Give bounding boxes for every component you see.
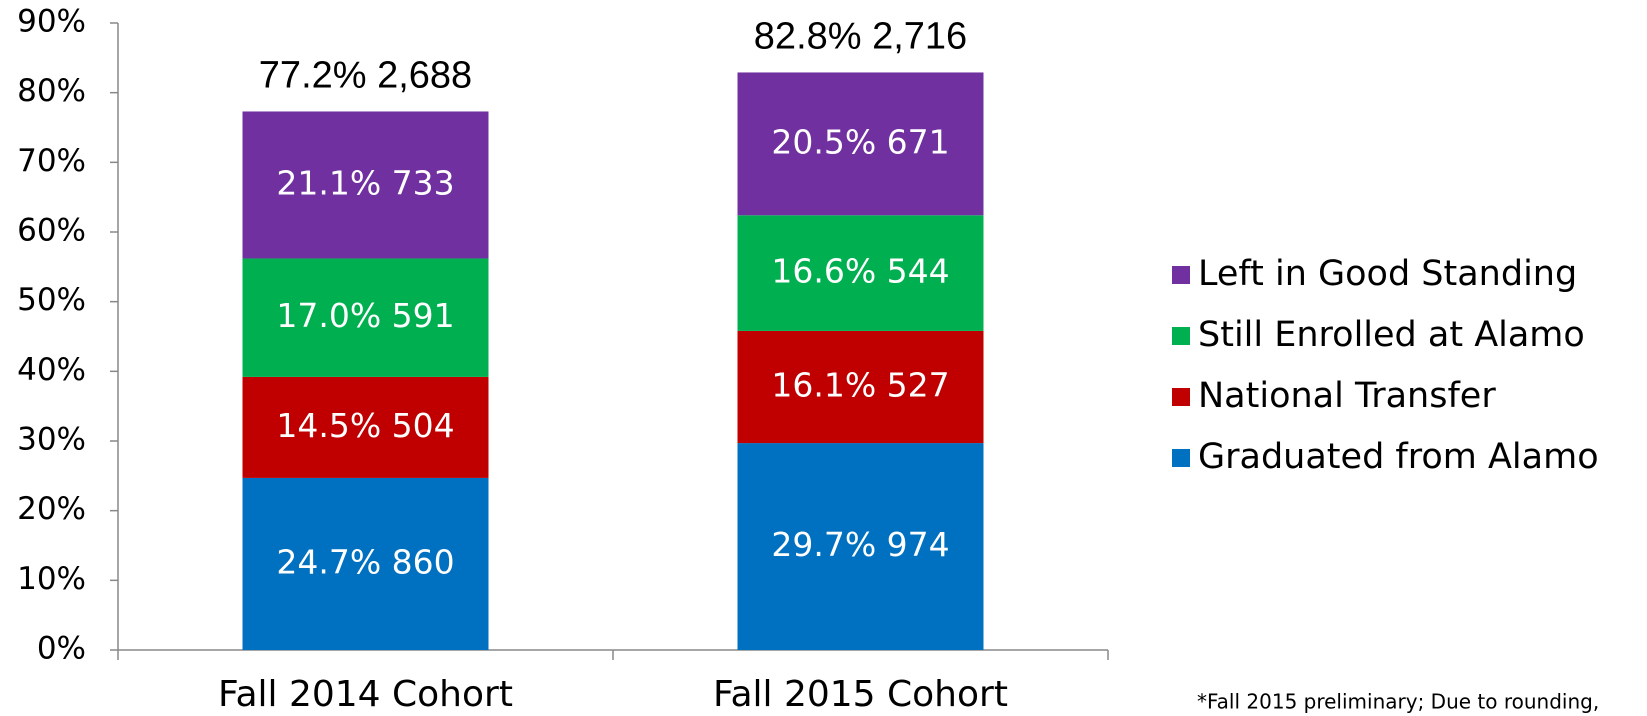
x-tick-label: Fall 2014 Cohort	[218, 674, 513, 715]
legend-label: Graduated from Alamo	[1198, 437, 1599, 477]
legend-swatch	[1172, 266, 1190, 284]
bar-segment	[242, 111, 489, 259]
bar-segment	[737, 330, 984, 444]
legend-label: Left in Good Standing	[1198, 254, 1577, 294]
y-tick-label: 20%	[17, 491, 86, 527]
y-tick-label: 10%	[17, 561, 86, 597]
legend-swatch	[1172, 449, 1190, 467]
y-tick-label: 0%	[37, 631, 86, 667]
data-label: 16.1% 527	[771, 366, 949, 405]
bar-segment	[242, 258, 489, 377]
y-tick-label: 80%	[17, 73, 86, 109]
legend-label: Still Enrolled at Alamo	[1198, 315, 1585, 355]
bar-segment	[737, 215, 984, 331]
x-tick-label: Fall 2015 Cohort	[713, 674, 1008, 715]
total-label: 77.2% 2,688	[259, 55, 472, 97]
data-label: 17.0% 591	[276, 296, 454, 335]
total-label: 82.8% 2,716	[754, 15, 967, 57]
legend-swatch	[1172, 327, 1190, 345]
data-label: 20.5% 671	[771, 122, 949, 161]
y-tick-label: 70%	[17, 143, 86, 179]
bar-segment	[737, 72, 984, 216]
data-label: 14.5% 504	[276, 406, 454, 445]
bar-segment	[242, 376, 489, 478]
legend-swatch	[1172, 388, 1190, 406]
footnote: *Fall 2015 preliminary; Due to rounding,	[1197, 690, 1599, 714]
y-tick-label: 90%	[17, 4, 86, 40]
legend-label: National Transfer	[1198, 376, 1496, 416]
data-label: 29.7% 974	[771, 525, 949, 564]
data-label: 24.7% 860	[276, 542, 454, 581]
bar-segment	[242, 477, 489, 650]
data-label: 16.6% 544	[771, 252, 949, 291]
y-tick-label: 60%	[17, 213, 86, 249]
y-tick-label: 30%	[17, 422, 86, 458]
y-tick-label: 40%	[17, 352, 86, 388]
bar-segment	[737, 443, 984, 650]
y-tick-label: 50%	[17, 282, 86, 318]
data-label: 21.1% 733	[276, 163, 454, 202]
